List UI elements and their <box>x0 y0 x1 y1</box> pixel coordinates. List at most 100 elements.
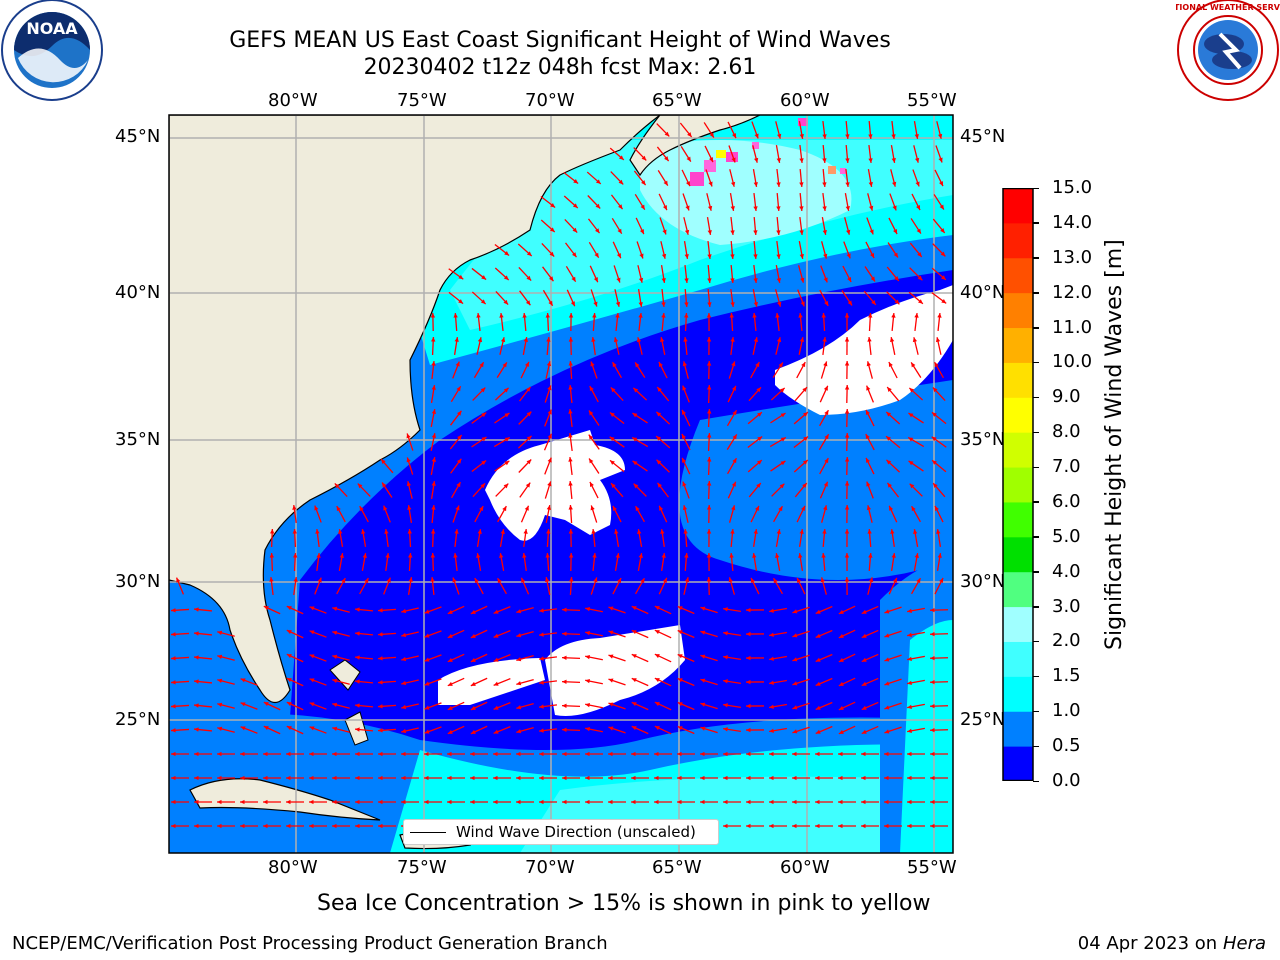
wind-wave-arrow <box>908 412 924 424</box>
wind-wave-arrow <box>769 751 787 757</box>
wind-wave-arrow <box>706 480 712 500</box>
footer-machine: Hera <box>1222 933 1266 954</box>
wind-wave-arrow <box>845 120 850 140</box>
wind-wave-arrow <box>864 266 876 282</box>
wind-wave-arrow <box>815 629 833 639</box>
wind-wave-arrow <box>406 433 414 451</box>
wind-wave-arrow <box>934 169 944 187</box>
wind-wave-arrow <box>545 552 550 572</box>
wind-wave-arrow <box>631 799 649 805</box>
wind-wave-arrow <box>931 411 947 425</box>
wind-wave-arrow <box>217 775 235 781</box>
wind-wave-arrow <box>354 655 374 660</box>
wind-wave-arrow <box>518 266 532 282</box>
colorbar-tick-label: 2.0 <box>1052 630 1081 652</box>
sea-ice-cell <box>726 152 738 162</box>
wind-wave-arrow <box>815 605 833 615</box>
wind-wave-arrow <box>592 552 597 572</box>
wind-wave-arrow <box>401 703 419 710</box>
colorbar-tick-label: 0.5 <box>1052 735 1081 757</box>
wind-wave-arrow <box>930 751 948 757</box>
wind-wave-arrow <box>332 630 350 637</box>
wind-wave-arrow <box>472 482 486 498</box>
wind-wave-arrow <box>792 775 810 781</box>
wind-wave-arrow <box>844 432 850 452</box>
wind-wave-arrow <box>520 361 530 379</box>
wind-wave-arrow <box>309 606 327 614</box>
wind-wave-arrow <box>745 655 765 661</box>
lat-label-right: 25°N <box>960 709 1006 730</box>
wind-wave-arrow <box>913 145 920 163</box>
wind-wave-arrow <box>476 529 482 547</box>
wind-wave-arrow <box>592 312 597 332</box>
wind-wave-arrow <box>798 312 803 332</box>
lat-label-left: 40°N <box>115 282 161 303</box>
wind-wave-arrow <box>270 528 275 548</box>
wind-wave-arrow <box>520 505 530 523</box>
wind-wave-arrow <box>838 629 856 639</box>
wind-wave-arrow <box>314 577 322 595</box>
wind-wave-arrow <box>634 194 646 210</box>
wind-wave-arrow <box>842 265 852 283</box>
wind-wave-arrow <box>493 630 511 638</box>
wind-wave-arrow <box>384 528 389 548</box>
sea-ice <box>690 118 846 186</box>
wind-wave-arrow <box>907 799 925 805</box>
wind-wave-arrow <box>657 482 669 498</box>
wind-wave-arrow <box>633 483 647 497</box>
wind-wave-arrow <box>844 456 850 476</box>
wind-wave-arrow <box>931 436 947 448</box>
colorbar-tick-label: 1.0 <box>1052 700 1081 722</box>
wind-wave-arrow <box>476 337 483 355</box>
wind-wave-arrow <box>822 192 827 212</box>
wind-wave-arrow <box>723 775 741 781</box>
wind-wave-arrow <box>631 605 649 615</box>
wind-wave-arrow <box>770 412 786 424</box>
wind-wave-arrow <box>406 457 414 475</box>
wind-wave-arrow <box>723 631 741 637</box>
wind-wave-arrow <box>538 728 558 733</box>
wind-wave-arrow <box>538 704 558 709</box>
wind-wave-arrow <box>568 384 573 404</box>
wind-wave-arrow <box>654 605 672 615</box>
wind-wave-arrow <box>798 529 804 547</box>
wind-wave-arrow <box>631 751 649 757</box>
wind-wave-arrow <box>769 436 787 448</box>
wind-wave-arrow <box>886 266 900 282</box>
wind-wave-arrow <box>890 145 896 163</box>
wind-wave-arrow <box>585 654 603 661</box>
wind-wave-arrow <box>769 775 787 781</box>
wind-wave-arrow <box>745 679 765 685</box>
wind-wave-arrow <box>608 678 626 686</box>
wind-wave-arrow <box>217 702 235 709</box>
colorbar-label-text: Significant Height of Wind Waves [m] <box>1102 239 1127 650</box>
wind-wave-arrow <box>821 505 828 523</box>
wind-wave-arrow <box>292 504 297 524</box>
wind-wave-arrow <box>886 482 900 498</box>
wind-wave-arrow <box>907 436 925 448</box>
wind-wave-arrow <box>866 481 874 499</box>
wind-wave-arrow <box>495 290 509 306</box>
wind-wave-arrow <box>841 290 853 306</box>
colorbar-tick-mark <box>1033 640 1039 643</box>
wind-wave-arrow <box>170 608 190 613</box>
wind-wave-arrow <box>819 289 829 307</box>
wind-wave-arrow <box>752 145 759 163</box>
wind-wave-arrow <box>797 289 805 307</box>
wind-wave-arrow <box>704 145 714 163</box>
colorbar-tick-mark <box>1033 536 1039 538</box>
wind-wave-arrow <box>730 336 735 356</box>
colorbar-tick-mark <box>1033 431 1039 434</box>
calm-area-3 <box>438 658 545 705</box>
wind-wave-arrow <box>631 701 649 711</box>
wind-wave-arrow <box>357 483 371 497</box>
wind-wave-arrow <box>585 678 603 685</box>
wind-wave-arrow <box>612 577 622 595</box>
wind-wave-arrow <box>401 631 419 638</box>
wind-wave-arrow <box>726 457 738 475</box>
wind-wave-arrow <box>700 726 718 734</box>
wind-wave-arrow <box>430 528 436 548</box>
wind-wave-arrow <box>217 678 235 685</box>
wind-wave-arrow <box>494 460 510 472</box>
wind-wave-arrow <box>914 312 919 332</box>
